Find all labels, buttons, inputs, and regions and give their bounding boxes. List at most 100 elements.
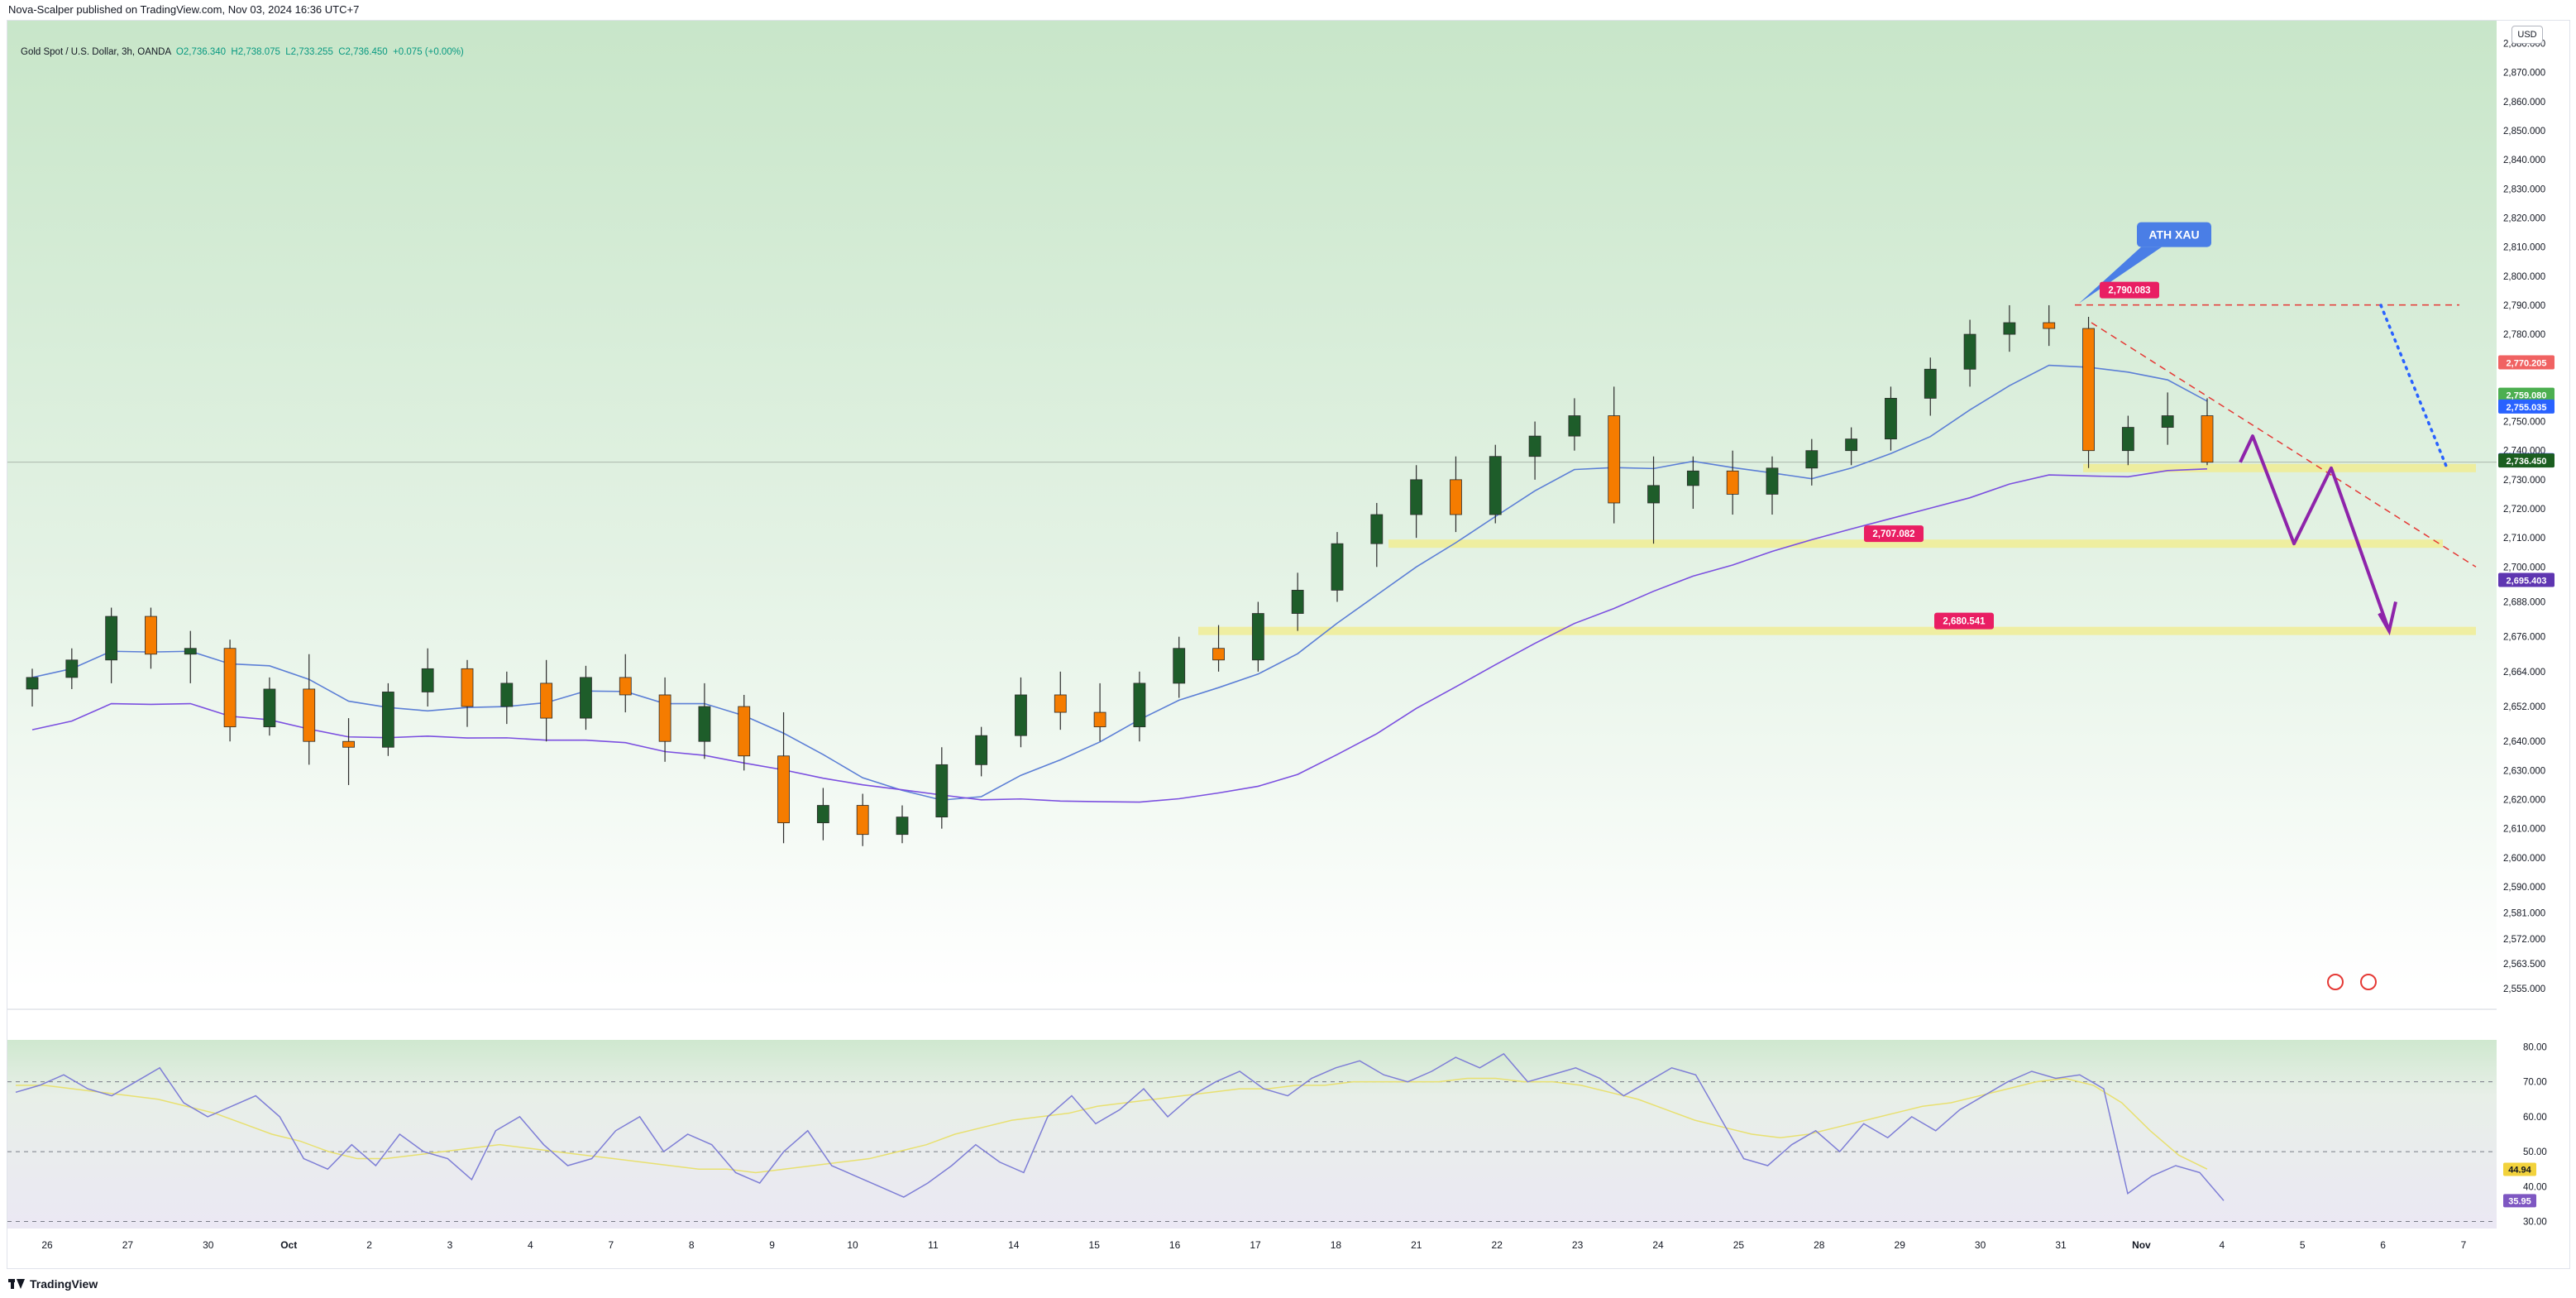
footer-brand-text: TradingView — [30, 1277, 98, 1291]
price-axis-tick-label: 2,810.000 — [2503, 243, 2545, 253]
price-axis-tick-label: 2,620.000 — [2503, 796, 2545, 806]
time-axis-tick-label: 16 — [1169, 1239, 1181, 1251]
projection-path — [2239, 434, 2391, 632]
bearish-candle — [1608, 415, 1621, 504]
time-axis-tick-label: Nov — [2132, 1239, 2151, 1251]
bullish-candle — [975, 735, 988, 765]
bullish-candle — [1845, 438, 1858, 452]
bullish-candle — [698, 706, 711, 742]
price-axis-badge-bg — [2498, 453, 2554, 468]
bearish-candle — [303, 688, 316, 742]
bullish-candle — [1805, 450, 1818, 469]
bullish-candle — [1647, 485, 1660, 504]
time-axis-tick-label: 10 — [847, 1239, 858, 1251]
fast-moving-average-line — [31, 364, 2208, 801]
bullish-candle — [1885, 398, 1897, 440]
rsi-axis-tick-label: 50.00 — [2523, 1147, 2547, 1157]
bullish-candle — [1410, 479, 1423, 515]
price-axis-tick-label: 2,840.000 — [2503, 156, 2545, 165]
bearish-candle — [856, 805, 869, 836]
time-axis-tick-label: 4 — [528, 1239, 533, 1251]
price-axis-tick-label: 2,563.500 — [2503, 960, 2545, 970]
bearish-candle — [342, 740, 355, 748]
time-axis-tick-label: Oct — [280, 1239, 297, 1251]
rsi-axis-tick-label: 70.00 — [2523, 1078, 2547, 1088]
price-axis-tick-label: 2,790.000 — [2503, 301, 2545, 311]
bullish-candle — [1331, 543, 1344, 591]
ath-price-label-bg — [2100, 281, 2159, 299]
rsi-line — [15, 1052, 2225, 1201]
trendline-dashed — [2091, 322, 2477, 568]
time-axis-tick-label: 28 — [1814, 1239, 1825, 1251]
ath-price-label: 2,790.083 — [2108, 286, 2150, 296]
time-axis-tick-label: 27 — [122, 1239, 134, 1251]
bearish-candle — [738, 706, 751, 757]
legend-open: O2,736.340 — [175, 47, 227, 57]
time-axis-tick-label: 25 — [1733, 1239, 1745, 1251]
time-axis-tick-label: 9 — [769, 1239, 775, 1251]
time-axis-tick-label: 11 — [928, 1239, 939, 1251]
price-axis-tick-label: 2,850.000 — [2503, 127, 2545, 137]
bullish-candle — [580, 677, 592, 719]
support-mid-price-label-bg — [1864, 525, 1924, 543]
bullish-candle — [2161, 415, 2174, 428]
time-axis-tick-label: 30 — [203, 1239, 214, 1251]
bearish-candle — [619, 677, 632, 696]
us-flag-event-icon — [2327, 974, 2344, 990]
symbol-name: Gold Spot / U.S. Dollar, 3h, OANDA — [21, 47, 171, 57]
time-axis-tick-label: 15 — [1089, 1239, 1101, 1251]
bullish-candle — [1963, 333, 1976, 370]
bullish-candle — [1291, 590, 1304, 614]
time-axis-tick-label: 29 — [1895, 1239, 1906, 1251]
tradingview-logo-icon — [8, 1279, 25, 1289]
bearish-candle — [777, 755, 790, 824]
bullish-candle — [263, 688, 276, 728]
price-axis-tick-label: 2,800.000 — [2503, 272, 2545, 282]
price-axis-badge-bg — [2498, 572, 2554, 587]
time-axis-tick-label: 6 — [2380, 1239, 2386, 1251]
price-axis-tick-label: 2,730.000 — [2503, 476, 2545, 486]
time-axis-tick-label: 7 — [2461, 1239, 2467, 1251]
rsi-axis-tick-label: 40.00 — [2523, 1182, 2547, 1192]
time-axis-tick-label: 5 — [2300, 1239, 2306, 1251]
chart-frame[interactable]: 2,880.000 2,870.000 2,860.000 2,850.000 2,84… — [7, 20, 2570, 1269]
bullish-candle — [1528, 435, 1541, 457]
time-axis-tick-label: 4 — [2219, 1239, 2225, 1251]
price-axis-tick-label: 2,610.000 — [2503, 825, 2545, 835]
price-axis-tick-label: 2,572.000 — [2503, 935, 2545, 945]
price-axis-tick-label: 2,820.000 — [2503, 213, 2545, 223]
time-axis-tick-label: 3 — [447, 1239, 453, 1251]
support-mid-price-label: 2,707.082 — [1872, 529, 1914, 539]
price-axis-tick-label: 2,555.000 — [2503, 984, 2545, 994]
price-axis-tick-label: 2,664.000 — [2503, 668, 2545, 678]
time-axis-tick-label: 31 — [2055, 1239, 2067, 1251]
price-axis-tick-label: 2,750.000 — [2503, 418, 2545, 428]
bearish-candle — [1726, 470, 1739, 495]
bullish-candle — [816, 805, 829, 824]
price-axis-tick-label: 2,676.000 — [2503, 633, 2545, 643]
price-axis-tick-label: 2,860.000 — [2503, 98, 2545, 108]
slow-moving-average-line — [31, 467, 2208, 803]
price-axis-tick-label: 2,870.000 — [2503, 69, 2545, 79]
ath-callout-box — [2137, 222, 2211, 247]
rsi-pane-background — [7, 1040, 2497, 1229]
price-axis-badge: 2,736.450 — [2507, 457, 2547, 467]
price-axis-tick-label: 2,640.000 — [2503, 737, 2545, 747]
bullish-candle — [1133, 683, 1146, 728]
bullish-candle — [1924, 368, 1937, 399]
bullish-candle — [896, 817, 909, 836]
time-axis-tick-label: 23 — [1572, 1239, 1584, 1251]
price-axis-tick-label: 2,710.000 — [2503, 534, 2545, 544]
bullish-candle — [1251, 613, 1264, 661]
published-header: Nova-Scalper published on TradingView.co… — [8, 3, 360, 16]
chart-canvas[interactable]: 2,880.0002,870.0002,860.0002,850.0002,84… — [7, 21, 2571, 1270]
price-axis-tick-label: 2,581.000 — [2503, 909, 2545, 919]
time-axis-tick-label: 14 — [1008, 1239, 1020, 1251]
bearish-candle — [461, 668, 474, 707]
bullish-candle — [381, 692, 394, 748]
rsi-axis-badge: 35.95 — [2508, 1196, 2531, 1206]
bearish-candle — [540, 683, 553, 719]
currency-selector[interactable]: USD — [2511, 26, 2543, 44]
footer-brand[interactable]: TradingView — [8, 1275, 98, 1293]
us-flag-event-icon — [2360, 974, 2377, 990]
